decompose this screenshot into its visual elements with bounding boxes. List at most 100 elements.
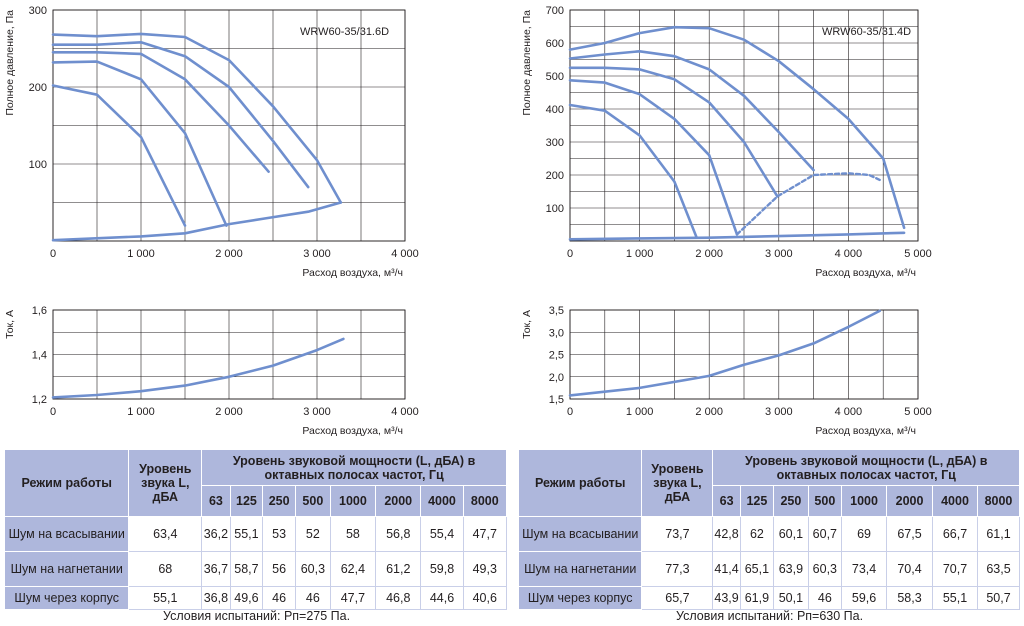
row-band-value: 59,8 — [420, 551, 464, 587]
charts-canvas: 0 1 000 2 000 3 000 4 000 100 200 300 Расход воз… — [4, 5, 932, 437]
x-tick-label: 2 000 — [215, 406, 243, 418]
header-sound-level: Уровень звука L, дБА — [641, 449, 714, 517]
header-frequency: 250 — [262, 485, 296, 517]
y-tick-label: 1,4 — [32, 350, 47, 362]
series-line — [51, 84, 187, 227]
model-label: WRW60-35/31.6D — [300, 26, 389, 38]
noise-table-right: Режим работы Уровень звука L, дБА Уровень … — [517, 449, 1021, 610]
row-sound-level: 73,7 — [641, 516, 714, 552]
row-band-value: 56 — [262, 551, 296, 587]
x-tick-label: 0 — [567, 406, 573, 418]
header-frequency: 250 — [773, 485, 809, 517]
row-band-value: 49,3 — [462, 551, 508, 587]
row-sound-level: 68 — [128, 551, 203, 587]
plot-frame — [52, 309, 406, 400]
row-band-value: 60,3 — [807, 551, 843, 587]
row-band-value: 65,1 — [739, 551, 775, 587]
y-tick-label: 3,0 — [549, 327, 564, 339]
row-mode: Шум через корпус — [517, 586, 643, 610]
y-tick-label: 2,0 — [549, 372, 564, 384]
row-band-value: 70,4 — [886, 551, 934, 587]
header-frequency: 8000 — [976, 485, 1021, 517]
y-axis-label: Полное давление, Па — [4, 10, 16, 116]
row-band-value: 46 — [294, 586, 331, 610]
x-tick-label: 5 000 — [904, 406, 932, 418]
series-line — [51, 201, 343, 242]
header-frequency: 4000 — [420, 485, 464, 517]
y-axis-label: Ток, А — [4, 310, 16, 339]
row-band-value: 44,6 — [420, 586, 464, 610]
x-axis-label: Расход воздуха, м³/ч — [302, 267, 403, 279]
y-tick-label: 500 — [546, 71, 564, 83]
row-band-value: 60,7 — [807, 516, 843, 552]
series-line — [568, 231, 906, 241]
header-sound-power: Уровень звуковой мощности (L, дБА) в окт… — [712, 449, 1020, 486]
x-tick-label: 2 000 — [215, 248, 243, 260]
row-band-value: 61,2 — [375, 551, 422, 587]
row-band-value: 52 — [294, 516, 331, 552]
series-line — [51, 60, 228, 227]
table-row: Шум на нагнетании 77,3 41,4 65,1 63,9 60,3 73,… — [517, 551, 1021, 587]
header-frequency: 125 — [229, 485, 264, 517]
y-tick-label: 200 — [546, 170, 564, 182]
x-tick-label: 4 000 — [391, 248, 419, 260]
row-band-value: 36,8 — [201, 586, 231, 610]
row-mode: Шум на нагнетании — [517, 551, 643, 587]
header-sound-power: Уровень звуковой мощности (L, дБА) в окт… — [201, 449, 507, 486]
y-tick-label: 3,5 — [549, 305, 564, 317]
header-frequency: 2000 — [886, 485, 934, 517]
row-band-value: 67,5 — [886, 516, 934, 552]
row-mode: Шум на всасывании — [3, 516, 130, 552]
row-band-value: 58,3 — [886, 586, 934, 610]
row-band-value: 73,4 — [841, 551, 888, 587]
row-sound-level: 55,1 — [128, 586, 203, 610]
series-line-dashed — [735, 172, 881, 236]
row-band-value: 55,4 — [420, 516, 464, 552]
row-band-value: 50,1 — [773, 586, 809, 610]
y-tick-label: 1,6 — [32, 305, 47, 317]
header-sound-level: Уровень звука L, дБА — [128, 449, 203, 517]
row-band-value: 63,5 — [976, 551, 1021, 587]
header-frequency: 63 — [712, 485, 741, 517]
row-band-value: 55,1 — [932, 586, 978, 610]
row-band-value: 46,8 — [375, 586, 422, 610]
series-line — [51, 51, 270, 173]
header-frequency: 4000 — [932, 485, 978, 517]
x-tick-label: 1 000 — [626, 406, 654, 418]
y-tick-label: 1,5 — [549, 394, 564, 406]
series-line — [568, 309, 881, 397]
x-tick-label: 4 000 — [835, 406, 863, 418]
row-band-value: 62,4 — [329, 551, 377, 587]
row-band-value: 49,6 — [229, 586, 264, 610]
row-band-value: 50,7 — [976, 586, 1021, 610]
series-line — [568, 66, 779, 198]
model-label: WRW60-35/31.4D — [822, 26, 911, 38]
row-band-value: 56,8 — [375, 516, 422, 552]
header-frequency: 125 — [739, 485, 775, 517]
row-mode: Шум на нагнетании — [3, 551, 130, 587]
row-mode: Шум через корпус — [3, 586, 130, 610]
row-band-value: 70,7 — [932, 551, 978, 587]
row-band-value: 61,9 — [739, 586, 775, 610]
y-tick-label: 2,5 — [549, 350, 564, 362]
header-frequency: 2000 — [375, 485, 422, 517]
y-tick-label: 700 — [546, 5, 564, 17]
y-tick-label: 200 — [29, 82, 47, 94]
y-tick-label: 1,2 — [32, 394, 47, 406]
row-band-value: 55,1 — [229, 516, 264, 552]
table-row: Шум на нагнетании 68 36,7 58,7 56 60,3 62,4 61,… — [3, 551, 508, 587]
row-band-value: 53 — [262, 516, 296, 552]
x-tick-label: 2 000 — [695, 248, 723, 260]
x-tick-label: 4 000 — [835, 248, 863, 260]
header-frequency: 500 — [807, 485, 843, 517]
x-tick-label: 2 000 — [695, 406, 723, 418]
table-row: Шум на всасывании 63,4 36,2 55,1 53 52 58 56,8 5… — [3, 516, 508, 552]
header-mode: Режим работы — [517, 449, 643, 517]
row-band-value: 36,2 — [201, 516, 231, 552]
y-axis-label: Ток, А — [521, 310, 533, 339]
row-band-value: 47,7 — [329, 586, 377, 610]
x-tick-label: 3 000 — [765, 248, 793, 260]
x-tick-label: 3 000 — [303, 248, 331, 260]
plot-frame — [52, 9, 406, 242]
row-band-value: 40,6 — [462, 586, 508, 610]
